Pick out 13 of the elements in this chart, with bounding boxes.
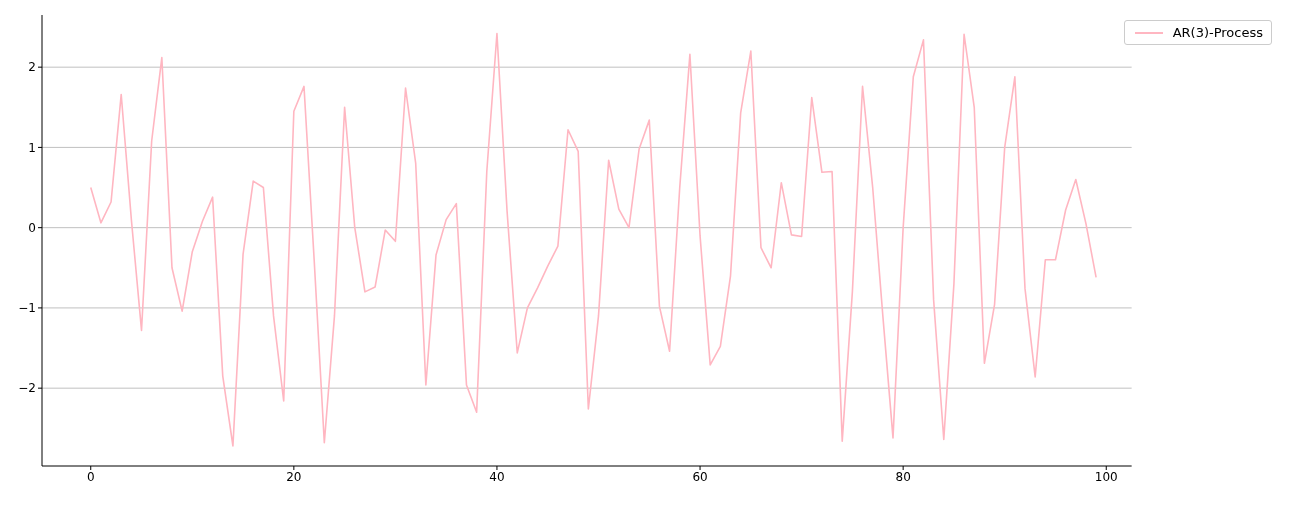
y-tick-label: 0 xyxy=(28,220,36,235)
line-series xyxy=(89,32,1097,447)
y-tick-label: 1 xyxy=(28,140,36,155)
x-tick-label: 0 xyxy=(86,469,95,484)
x-tick-label: 80 xyxy=(895,469,911,484)
y-tick-label: 2 xyxy=(28,60,36,75)
x-tick-label: 40 xyxy=(489,469,505,484)
x-tick-label: 100 xyxy=(1094,469,1118,484)
legend-label: AR(3)-Process xyxy=(1171,25,1263,40)
y-tick-label: −1 xyxy=(18,301,36,316)
x-tick-label: 20 xyxy=(286,469,302,484)
y-tick-label: −2 xyxy=(18,381,36,396)
x-tick-label: 60 xyxy=(692,469,708,484)
